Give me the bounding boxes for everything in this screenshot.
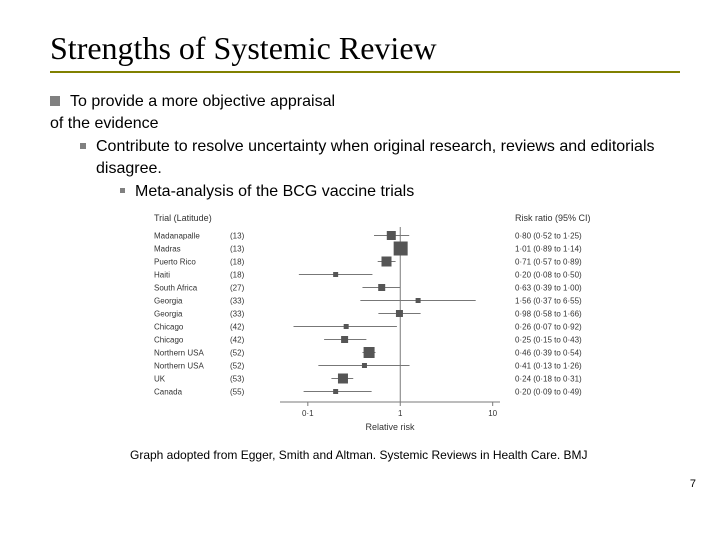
svg-text:Risk ratio (95% CI): Risk ratio (95% CI): [515, 213, 591, 223]
svg-text:1·56 (0·37 to 6·55): 1·56 (0·37 to 6·55): [515, 296, 582, 305]
forest-plot-container: Trial (Latitude) Risk ratio (95% CI) 0·1 1 1…: [150, 209, 680, 444]
svg-text:Georgia: Georgia: [154, 296, 183, 305]
svg-text:0·46 (0·39 to 0·54): 0·46 (0·39 to 0·54): [515, 348, 582, 357]
bullet1-line2: of the evidence: [50, 113, 680, 135]
svg-text:(52): (52): [230, 361, 245, 370]
svg-text:0·20 (0·09 to 0·49): 0·20 (0·09 to 0·49): [515, 387, 582, 396]
svg-text:Northern USA: Northern USA: [154, 348, 204, 357]
svg-text:Madanapalle: Madanapalle: [154, 231, 200, 240]
svg-text:(42): (42): [230, 322, 245, 331]
bullet3-text: Meta-analysis of the BCG vaccine trials: [135, 181, 414, 203]
svg-text:10: 10: [488, 409, 497, 418]
bullet-level2: Contribute to resolve uncertainty when o…: [80, 136, 680, 179]
svg-text:0·1: 0·1: [302, 409, 314, 418]
svg-text:1: 1: [398, 409, 403, 418]
svg-text:Trial (Latitude): Trial (Latitude): [154, 213, 212, 223]
svg-text:(53): (53): [230, 374, 245, 383]
bullet-square-icon: [50, 96, 60, 106]
svg-text:Northern USA: Northern USA: [154, 361, 204, 370]
bullet-square-icon: [80, 143, 86, 149]
svg-text:Madras: Madras: [154, 244, 181, 253]
svg-text:(33): (33): [230, 309, 245, 318]
svg-text:(55): (55): [230, 387, 245, 396]
bullet-level1: To provide a more objective appraisal of…: [50, 91, 680, 203]
svg-text:0·41 (0·13 to 1·26): 0·41 (0·13 to 1·26): [515, 361, 582, 370]
bullet-list: To provide a more objective appraisal of…: [50, 91, 680, 203]
svg-text:Georgia: Georgia: [154, 309, 183, 318]
svg-text:0·98 (0·58 to 1·66): 0·98 (0·58 to 1·66): [515, 309, 582, 318]
svg-text:0·26 (0·07 to 0·92): 0·26 (0·07 to 0·92): [515, 322, 582, 331]
bullet2-text: Contribute to resolve uncertainty when o…: [96, 136, 680, 179]
svg-text:(18): (18): [230, 270, 245, 279]
bullet1-line1: To provide a more objective appraisal: [70, 93, 335, 110]
svg-text:0·25 (0·15 to 0·43): 0·25 (0·15 to 0·43): [515, 335, 582, 344]
forest-plot: Trial (Latitude) Risk ratio (95% CI) 0·1 1 1…: [150, 209, 650, 439]
bullet-square-icon: [120, 188, 125, 193]
bullet-level3: Meta-analysis of the BCG vaccine trials: [120, 181, 680, 203]
svg-text:0·24 (0·18 to 0·31): 0·24 (0·18 to 0·31): [515, 374, 582, 383]
svg-text:UK: UK: [154, 374, 166, 383]
chart-caption: Graph adopted from Egger, Smith and Altm…: [130, 448, 680, 462]
page-number: 7: [690, 478, 696, 490]
slide-title: Strengths of Systemic Review: [50, 30, 680, 67]
svg-text:Chicago: Chicago: [154, 322, 184, 331]
svg-text:(42): (42): [230, 335, 245, 344]
svg-text:Haiti: Haiti: [154, 270, 170, 279]
svg-text:0·63 (0·39 to 1·00): 0·63 (0·39 to 1·00): [515, 283, 582, 292]
svg-text:0·20 (0·08 to 0·50): 0·20 (0·08 to 0·50): [515, 270, 582, 279]
svg-text:1·01 (0·89 to 1·14): 1·01 (0·89 to 1·14): [515, 244, 582, 253]
svg-text:Canada: Canada: [154, 387, 183, 396]
svg-text:(52): (52): [230, 348, 245, 357]
svg-text:Chicago: Chicago: [154, 335, 184, 344]
svg-text:Relative risk: Relative risk: [365, 422, 415, 432]
svg-text:South Africa: South Africa: [154, 283, 198, 292]
svg-text:(13): (13): [230, 244, 245, 253]
svg-text:(33): (33): [230, 296, 245, 305]
svg-text:Puerto Rico: Puerto Rico: [154, 257, 196, 266]
svg-text:0·80 (0·52 to 1·25): 0·80 (0·52 to 1·25): [515, 231, 582, 240]
svg-text:(18): (18): [230, 257, 245, 266]
svg-text:(13): (13): [230, 231, 245, 240]
svg-text:(27): (27): [230, 283, 245, 292]
title-underline: [50, 71, 680, 73]
svg-text:0·71 (0·57 to 0·89): 0·71 (0·57 to 0·89): [515, 257, 582, 266]
